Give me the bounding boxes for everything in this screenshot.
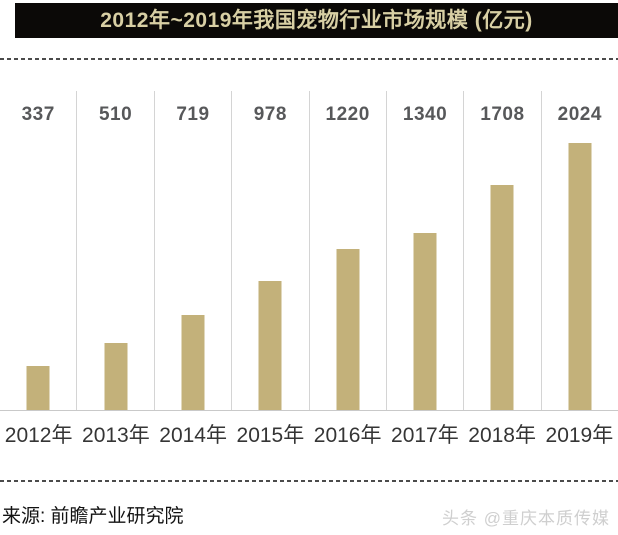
x-axis-label: 2019年 bbox=[545, 424, 614, 447]
bar-value-label: 1220 bbox=[325, 104, 370, 125]
bar bbox=[413, 233, 437, 410]
bottom-dashed-divider bbox=[0, 480, 618, 482]
chart-title: 2012年~2019年我国宠物行业市场规模 (亿元) bbox=[100, 9, 533, 32]
bar bbox=[490, 185, 514, 410]
x-axis-labels: 2012年 2013年 2014年 2015年 2016年 2017年 2018年 2019年 bbox=[0, 421, 618, 451]
bar-chart: 337 510 719 978 1220 1340 1708 2024 bbox=[0, 91, 618, 411]
bar bbox=[258, 281, 282, 410]
chart-column-2019年: 2024 bbox=[540, 91, 618, 410]
chart-title-banner: 2012年~2019年我国宠物行业市场规模 (亿元) bbox=[15, 3, 618, 38]
bar-value-label: 719 bbox=[176, 104, 210, 125]
source-credit: 来源: 前瞻产业研究院 bbox=[2, 506, 184, 527]
bar-value-label: 2024 bbox=[557, 104, 602, 125]
chart-column-2014年: 719 bbox=[153, 91, 231, 410]
bar bbox=[568, 143, 592, 410]
x-axis-label: 2017年 bbox=[391, 424, 459, 447]
bar bbox=[336, 249, 360, 410]
bar bbox=[26, 366, 50, 410]
bar-value-label: 337 bbox=[21, 104, 55, 125]
chart-column-2017年: 1340 bbox=[385, 91, 463, 410]
bar-value-label: 1340 bbox=[402, 104, 448, 125]
x-axis-label: 2014年 bbox=[159, 424, 227, 447]
x-axis-label: 2012年 bbox=[4, 424, 73, 447]
chart-column-2012年: 337 bbox=[0, 91, 76, 410]
bar bbox=[181, 315, 205, 410]
chart-column-2018年: 1708 bbox=[463, 91, 540, 410]
chart-column-2013年: 510 bbox=[76, 91, 153, 410]
x-axis-label: 2018年 bbox=[468, 424, 536, 447]
x-axis-label: 2016年 bbox=[313, 424, 382, 447]
watermark: 头条 @重庆本质传媒 bbox=[442, 509, 610, 528]
bar-value-label: 978 bbox=[253, 104, 287, 125]
top-dashed-divider bbox=[0, 58, 618, 60]
bar-value-label: 510 bbox=[98, 104, 133, 125]
x-axis-label: 2013年 bbox=[82, 424, 150, 447]
chart-column-2015年: 978 bbox=[231, 91, 308, 410]
chart-column-2016年: 1220 bbox=[308, 91, 386, 410]
bar bbox=[104, 343, 128, 410]
bar-value-label: 1708 bbox=[480, 104, 525, 125]
x-axis-label: 2015年 bbox=[236, 424, 305, 447]
